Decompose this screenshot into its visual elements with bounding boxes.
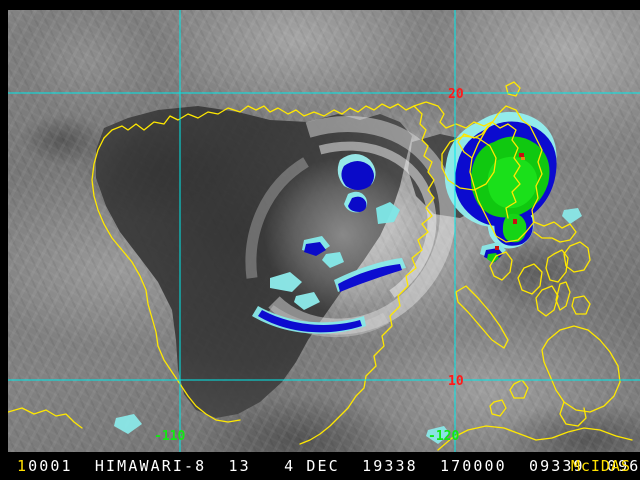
gridlabel-lon-120: -120 — [428, 429, 460, 444]
image-info-bar: 10001 HIMAWARI-8 13 4 DEC 19338 170000 0… — [0, 452, 640, 480]
image-info-text: 10001 HIMAWARI-8 13 4 DEC 19338 170000 0… — [17, 457, 640, 475]
satellite-image-data-area: 20 10 -110 -120 — [8, 10, 640, 452]
mcidas-brand-label: McIDAS — [570, 457, 631, 475]
satellite-image-canvas: 20 10 -110 -120 — [8, 10, 640, 452]
cold-cloud-warmest-core — [495, 153, 525, 250]
cold-cloud-green-cores — [470, 136, 550, 263]
gridlabel-lat-20: 20 — [448, 87, 464, 102]
info-fields-text: 0001 HIMAWARI-8 13 4 DEC 19338 170000 09… — [28, 457, 640, 475]
gridlabel-lat-10: 10 — [448, 374, 464, 389]
gridlabel-lon-110: -110 — [154, 429, 186, 444]
map-and-enhancement-overlay — [8, 10, 640, 452]
geographic-gridlines — [8, 10, 640, 452]
info-lead-digit: 1 — [17, 457, 29, 475]
coastline-paths — [8, 81, 633, 451]
